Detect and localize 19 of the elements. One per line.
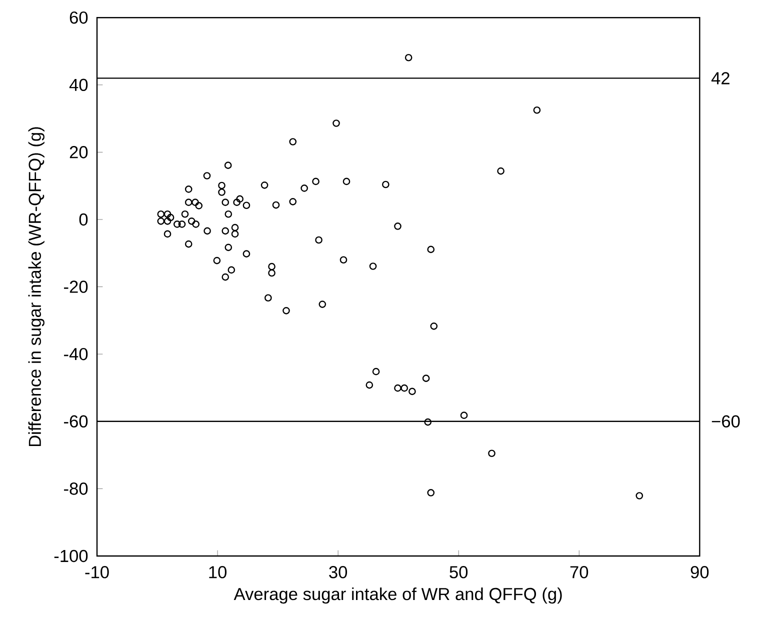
y-tick-label: -100 <box>54 550 88 562</box>
x-axis-title: Average sugar intake of WR and QFFQ (g) <box>234 587 562 604</box>
y-axis-title: Difference in sugar intake (WR-QFFQ) (g) <box>28 127 44 446</box>
x-tick-label: 70 <box>570 566 588 578</box>
ref-line-label: 42 <box>711 72 730 84</box>
y-tick-label: -80 <box>64 482 88 495</box>
x-tick-label: -10 <box>85 566 109 578</box>
y-tick-label: -20 <box>64 280 88 293</box>
y-tick-label: 0 <box>79 213 88 226</box>
x-tick-label: 30 <box>329 566 348 578</box>
x-tick-label: 50 <box>450 566 468 578</box>
y-tick-label: -40 <box>64 348 88 360</box>
y-tick-label: 60 <box>70 11 88 24</box>
y-tick-label: 20 <box>70 146 88 158</box>
y-tick-label: 40 <box>69 78 88 92</box>
ref-line-label: −60 <box>712 415 740 428</box>
x-tick-label: 10 <box>209 566 227 578</box>
x-tick-label: 90 <box>690 566 709 578</box>
y-tick-label: -60 <box>64 415 88 428</box>
